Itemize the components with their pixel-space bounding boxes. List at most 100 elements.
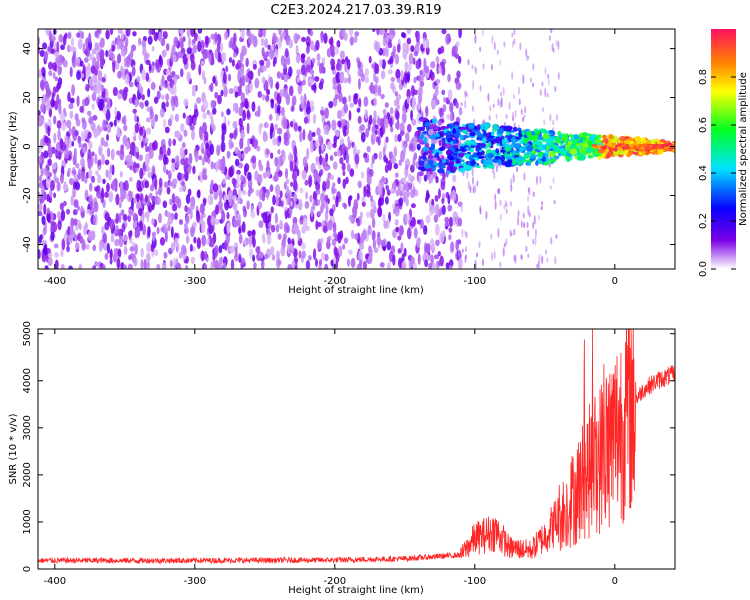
heatmap-cell (53, 115, 57, 125)
heatmap-cell (189, 124, 195, 131)
heatmap-cell (192, 165, 196, 175)
y-tick-label: 4000 (22, 368, 33, 393)
heatmap-cell (228, 138, 233, 150)
heatmap-cell (58, 54, 64, 66)
heatmap-cell (202, 70, 206, 81)
heatmap-cell (120, 144, 124, 156)
heatmap-cell (258, 251, 264, 259)
x-tick-label: -300 (183, 276, 206, 287)
heatmap-cell (403, 213, 408, 226)
heatmap-cell (60, 249, 64, 258)
heatmap-cell (328, 100, 334, 109)
heatmap-cell (161, 261, 167, 269)
heatmap-cell (114, 106, 118, 117)
x-tick-label: 0 (612, 276, 618, 287)
heatmap-cell (433, 254, 440, 260)
heatmap-cell (197, 40, 202, 52)
heatmap-cell (276, 163, 280, 173)
heatmap-cell (106, 124, 112, 134)
heatmap-cell (431, 99, 437, 108)
heatmap-cell (332, 182, 336, 188)
heatmap-cell (232, 202, 238, 210)
heatmap-cell (481, 150, 485, 156)
colorbar-label: Normalized spectral amplitude (738, 72, 749, 226)
heatmap-cell (304, 225, 310, 232)
heatmap-cell (387, 59, 392, 65)
heatmap-cell (251, 229, 256, 236)
heatmap-cell (341, 96, 347, 105)
heatmap-cell (520, 110, 523, 116)
heatmap-cell (181, 142, 186, 149)
heatmap-cell (273, 56, 277, 65)
heatmap-cell (161, 49, 167, 58)
heatmap-cell (116, 125, 120, 138)
heatmap-cell (312, 113, 317, 125)
heatmap-cell (376, 236, 382, 246)
heatmap-cell (160, 227, 166, 233)
heatmap-cell (546, 92, 549, 98)
heatmap-cell (221, 210, 226, 223)
heatmap-cell (282, 233, 287, 240)
heatmap-cell (76, 233, 81, 241)
heatmap-cell (75, 181, 81, 191)
heatmap-cell (209, 143, 215, 156)
heatmap-cell (218, 257, 224, 266)
heatmap-cell (122, 189, 127, 200)
heatmap-cell (145, 127, 152, 135)
heatmap-cell (56, 82, 61, 91)
heatmap-cell (372, 117, 377, 128)
heatmap-cell (239, 51, 244, 63)
heatmap-cell (38, 144, 42, 154)
heatmap-cell (214, 259, 218, 269)
heatmap-cell (59, 202, 64, 211)
heatmap-cell (247, 189, 252, 197)
heatmap-cell (133, 197, 137, 204)
heatmap-cell (88, 140, 93, 149)
heatmap-cell (464, 140, 471, 146)
heatmap-cell (229, 132, 234, 139)
heatmap-cell (555, 234, 558, 239)
heatmap-cell (395, 172, 399, 178)
heatmap-cell (105, 109, 111, 121)
heatmap-cell (636, 140, 643, 145)
heatmap-cell (550, 236, 553, 245)
heatmap-cell (399, 190, 403, 197)
heatmap-cell (49, 188, 53, 198)
heatmap-cell (456, 70, 461, 78)
heatmap-cell (487, 141, 492, 148)
heatmap-cell (43, 244, 47, 255)
heatmap-cell (73, 147, 77, 160)
heatmap-cell (246, 145, 252, 152)
heatmap-cell (364, 68, 369, 77)
heatmap-cell (543, 119, 546, 126)
heatmap-cell (389, 34, 395, 40)
heatmap-cell (140, 258, 144, 269)
heatmap-cell (45, 29, 50, 36)
heatmap-cell (348, 94, 352, 103)
heatmap-cell (332, 97, 338, 107)
heatmap-cell (266, 160, 270, 171)
heatmap-cell (416, 139, 424, 143)
heatmap-cell (364, 157, 370, 163)
heatmap-cell (356, 107, 361, 113)
heatmap-cell (364, 76, 370, 84)
heatmap-cell (503, 204, 506, 210)
heatmap-cell (155, 59, 160, 70)
heatmap-cell (183, 222, 188, 229)
heatmap-cell (536, 140, 543, 147)
heatmap-cell (190, 201, 195, 211)
heatmap-cell (360, 131, 366, 143)
heatmap-cell (380, 239, 386, 247)
heatmap-cell (267, 222, 272, 229)
heatmap-cell (324, 253, 329, 262)
heatmap-cell (80, 171, 86, 182)
heatmap-cell (332, 221, 337, 234)
heatmap-cell (125, 56, 130, 68)
heatmap-cell (318, 145, 322, 155)
heatmap-cell (286, 224, 290, 234)
heatmap-cell (322, 180, 327, 192)
heatmap-cell (53, 192, 57, 199)
heatmap-cell (434, 203, 440, 215)
heatmap-cell (88, 77, 94, 88)
heatmap-cell (238, 226, 242, 235)
